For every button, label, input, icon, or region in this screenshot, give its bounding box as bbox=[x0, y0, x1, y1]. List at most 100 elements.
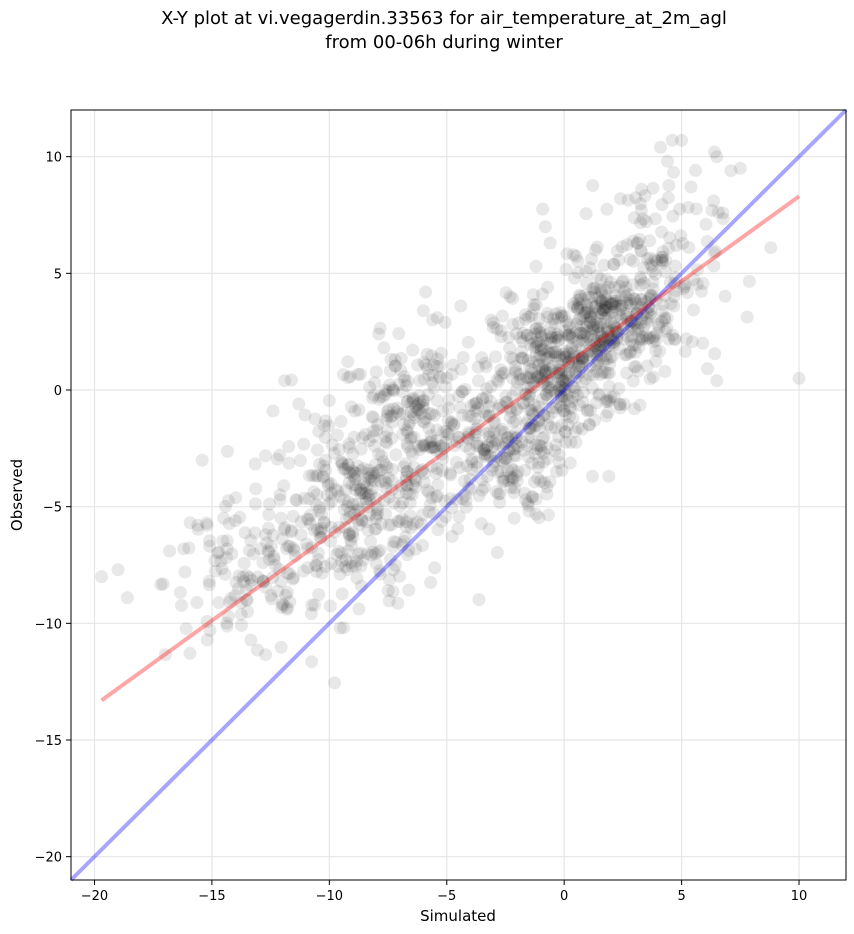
data-point bbox=[646, 370, 660, 384]
data-point bbox=[520, 438, 534, 452]
data-point bbox=[217, 511, 231, 525]
data-point bbox=[631, 304, 645, 318]
data-point bbox=[259, 580, 273, 594]
data-point bbox=[654, 140, 667, 154]
data-point bbox=[401, 395, 415, 408]
data-point bbox=[368, 522, 382, 536]
data-point bbox=[288, 544, 302, 558]
data-point bbox=[571, 293, 585, 307]
data-point bbox=[351, 513, 365, 527]
data-point bbox=[551, 357, 565, 370]
data-point bbox=[347, 469, 361, 483]
data-point bbox=[565, 355, 579, 369]
data-point bbox=[535, 392, 549, 406]
data-point bbox=[482, 425, 496, 439]
data-point bbox=[508, 442, 522, 456]
data-point bbox=[607, 294, 621, 308]
data-point bbox=[595, 285, 609, 299]
data-point bbox=[601, 300, 615, 314]
data-point bbox=[282, 440, 296, 453]
data-point bbox=[393, 569, 407, 583]
data-point bbox=[523, 359, 537, 373]
data-point bbox=[575, 351, 589, 365]
data-point bbox=[322, 497, 336, 511]
data-point bbox=[532, 414, 546, 428]
data-point bbox=[562, 356, 576, 370]
data-point bbox=[528, 336, 542, 349]
data-point bbox=[415, 407, 429, 420]
data-point bbox=[361, 466, 375, 480]
data-point bbox=[600, 304, 614, 318]
data-point bbox=[607, 311, 621, 325]
data-point bbox=[589, 336, 603, 350]
data-point bbox=[478, 450, 492, 463]
data-point bbox=[565, 395, 579, 409]
data-point bbox=[200, 615, 214, 628]
data-point bbox=[328, 525, 342, 539]
data-point bbox=[588, 339, 601, 353]
data-point bbox=[354, 546, 368, 560]
data-point bbox=[363, 487, 377, 501]
data-point bbox=[649, 333, 663, 347]
data-point bbox=[649, 293, 663, 307]
data-point bbox=[429, 490, 443, 504]
data-point bbox=[397, 460, 410, 474]
data-point bbox=[583, 315, 597, 329]
data-point bbox=[386, 382, 399, 396]
data-point bbox=[482, 430, 496, 444]
data-point bbox=[434, 346, 448, 360]
plot-frame bbox=[70, 109, 847, 881]
data-point bbox=[595, 330, 609, 344]
data-point bbox=[585, 469, 599, 483]
data-point bbox=[319, 463, 333, 477]
data-point bbox=[565, 340, 579, 354]
data-point bbox=[667, 165, 680, 179]
data-point bbox=[580, 316, 594, 330]
data-point bbox=[696, 276, 710, 290]
data-point bbox=[425, 491, 439, 505]
data-point bbox=[237, 556, 251, 570]
data-point bbox=[522, 431, 536, 445]
data-point bbox=[538, 328, 552, 342]
data-point bbox=[284, 373, 298, 387]
data-point bbox=[435, 447, 449, 461]
data-point bbox=[533, 348, 547, 362]
data-point bbox=[241, 605, 255, 619]
data-point bbox=[708, 244, 722, 258]
data-point bbox=[610, 333, 623, 347]
data-point bbox=[716, 212, 730, 226]
data-point bbox=[454, 362, 468, 376]
data-point bbox=[573, 312, 587, 326]
data-point bbox=[594, 293, 608, 307]
data-point bbox=[364, 469, 378, 483]
data-point bbox=[384, 352, 398, 366]
data-point bbox=[571, 334, 585, 348]
data-point bbox=[559, 344, 573, 358]
data-point bbox=[408, 471, 422, 485]
data-point bbox=[417, 475, 431, 489]
data-point bbox=[531, 405, 545, 418]
data-point bbox=[503, 341, 517, 355]
reference-lines bbox=[69, 108, 848, 882]
data-point bbox=[564, 435, 578, 449]
data-point bbox=[570, 300, 584, 314]
data-point bbox=[674, 229, 688, 243]
data-point bbox=[558, 309, 572, 323]
data-point bbox=[524, 430, 538, 444]
data-point bbox=[430, 444, 444, 458]
data-point bbox=[591, 323, 605, 337]
data-point bbox=[707, 194, 721, 208]
data-point bbox=[517, 443, 531, 457]
data-point bbox=[638, 189, 652, 203]
data-point bbox=[373, 564, 387, 578]
data-point bbox=[512, 316, 526, 330]
data-point bbox=[477, 443, 491, 457]
data-point bbox=[417, 394, 431, 407]
data-point bbox=[482, 408, 496, 422]
data-point bbox=[332, 544, 346, 558]
data-point bbox=[496, 441, 510, 455]
data-point bbox=[424, 576, 438, 589]
data-point bbox=[549, 421, 562, 435]
data-point bbox=[433, 359, 447, 373]
data-point bbox=[655, 254, 669, 267]
